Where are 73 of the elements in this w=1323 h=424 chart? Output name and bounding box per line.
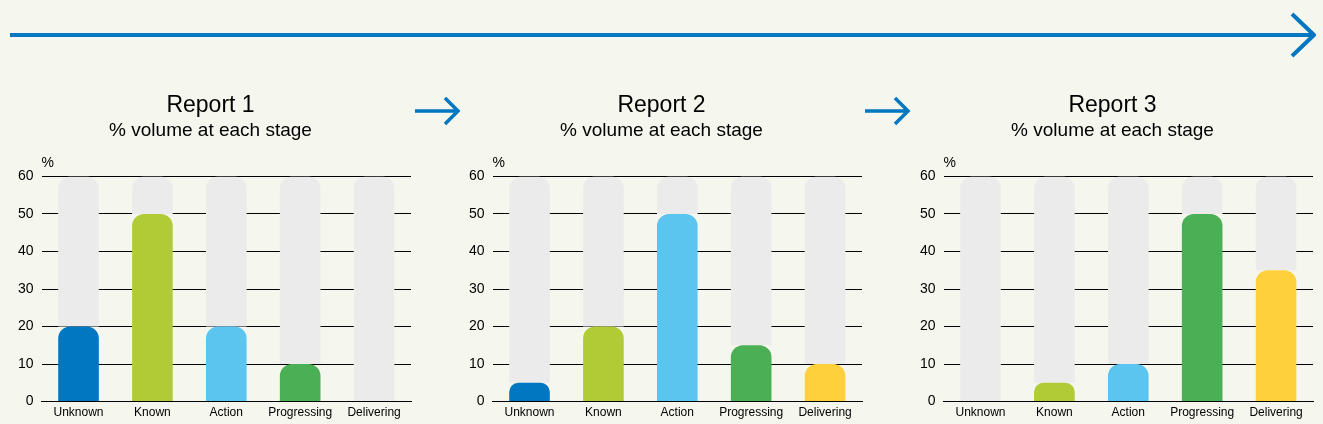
bar bbox=[1181, 176, 1223, 214]
y-tick-label: 0 bbox=[476, 392, 485, 409]
y-tick-label: 40 bbox=[468, 242, 485, 259]
bar bbox=[205, 326, 247, 402]
y-tick-label: 30 bbox=[468, 279, 485, 296]
y-tick-label: 10 bbox=[919, 354, 936, 371]
x-tick-label: Progressing bbox=[1170, 405, 1235, 420]
bar bbox=[1255, 270, 1297, 402]
bar bbox=[132, 213, 173, 402]
x-tick-label: Delivering bbox=[798, 405, 852, 420]
bar bbox=[58, 176, 99, 327]
y-tick-label: 50 bbox=[468, 204, 485, 221]
y-axis-title: % bbox=[492, 154, 506, 171]
bar bbox=[1255, 176, 1297, 271]
y-tick-label: 20 bbox=[468, 317, 485, 334]
y-tick-label: 10 bbox=[468, 354, 485, 371]
x-tick-label: Delivering bbox=[347, 405, 401, 420]
bar bbox=[960, 176, 1001, 402]
x-tick-label: Progressing bbox=[268, 405, 333, 420]
bar bbox=[583, 176, 624, 327]
y-tick-label: 40 bbox=[17, 242, 34, 259]
bar bbox=[1107, 364, 1149, 402]
chart-subtitle: % volume at each stage bbox=[1011, 119, 1214, 141]
bar bbox=[656, 213, 698, 402]
y-tick-label: 20 bbox=[17, 317, 34, 334]
x-tick-label: Action bbox=[1111, 405, 1145, 420]
bar bbox=[1034, 176, 1075, 383]
x-tick-label: Delivering bbox=[1249, 405, 1303, 420]
bar bbox=[804, 364, 846, 402]
x-tick-label: Action bbox=[209, 405, 243, 420]
bar bbox=[353, 176, 395, 402]
bar bbox=[58, 326, 99, 402]
chart-title: Report 3 bbox=[1068, 91, 1157, 118]
chart-subtitle: % volume at each stage bbox=[560, 119, 763, 141]
y-tick-label: 60 bbox=[17, 167, 34, 184]
y-tick-label: 40 bbox=[919, 242, 936, 259]
bar bbox=[509, 176, 550, 383]
bar bbox=[804, 176, 846, 365]
x-tick-label: Known bbox=[585, 405, 622, 420]
x-tick-label: Action bbox=[660, 405, 694, 420]
y-tick-label: 10 bbox=[17, 354, 34, 371]
y-tick-label: 60 bbox=[468, 167, 485, 184]
x-tick-label: Known bbox=[1036, 405, 1073, 420]
chart-title: Report 1 bbox=[166, 91, 255, 118]
bar bbox=[730, 345, 772, 402]
chart-title: Report 2 bbox=[617, 91, 706, 118]
y-tick-label: 30 bbox=[919, 279, 936, 296]
bar bbox=[730, 176, 772, 346]
bar bbox=[132, 176, 173, 214]
y-tick-label: 0 bbox=[927, 392, 936, 409]
y-tick-label: 50 bbox=[919, 204, 936, 221]
x-tick-label: Unknown bbox=[504, 405, 555, 420]
bar bbox=[1034, 382, 1075, 402]
bar bbox=[279, 364, 321, 402]
bar bbox=[205, 176, 247, 327]
y-tick-label: 20 bbox=[919, 317, 936, 334]
y-tick-label: 30 bbox=[17, 279, 34, 296]
bar bbox=[1107, 176, 1149, 365]
y-axis-title: % bbox=[943, 154, 957, 171]
x-tick-label: Progressing bbox=[719, 405, 784, 420]
x-tick-label: Unknown bbox=[955, 405, 1006, 420]
y-tick-label: 0 bbox=[25, 392, 34, 409]
x-tick-label: Known bbox=[134, 405, 171, 420]
chart-subtitle: % volume at each stage bbox=[109, 119, 312, 141]
bar bbox=[279, 176, 321, 365]
bar bbox=[583, 326, 624, 402]
bar bbox=[1181, 213, 1223, 402]
y-tick-label: 60 bbox=[919, 167, 936, 184]
y-tick-label: 50 bbox=[17, 204, 34, 221]
x-tick-label: Unknown bbox=[53, 405, 104, 420]
y-axis-title: % bbox=[41, 154, 55, 171]
bar bbox=[509, 382, 550, 402]
bar bbox=[656, 176, 698, 214]
